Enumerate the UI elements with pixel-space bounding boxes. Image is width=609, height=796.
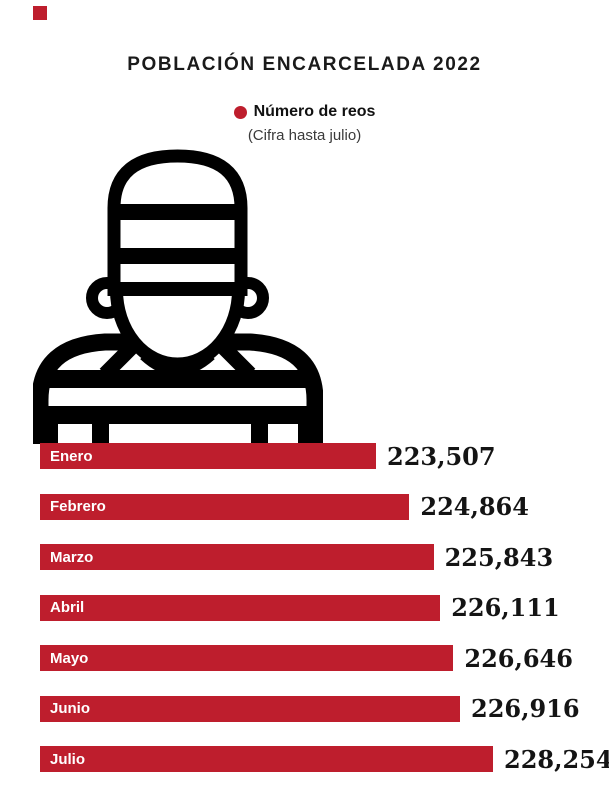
page-title: POBLACIÓN ENCARCELADA 2022 [127,54,482,75]
bar-label: Mayo [50,649,89,667]
bar-label: Enero [50,447,93,465]
hat-outline [107,149,248,296]
bar-value: 228,254 [504,744,609,774]
bar-row-mayo: Mayo 226,646 [40,643,605,673]
bar-enero: Enero [40,443,376,469]
prisoner-icon [33,149,323,444]
chart-legend: Número de reos (Cifra hasta julio) [0,103,609,144]
bar-junio: Junio [40,695,460,722]
legend-row: Número de reos [233,103,376,121]
bar-label: Julio [50,750,86,768]
bar-marzo: Marzo [40,544,434,570]
bar-label: Junio [50,700,90,717]
bar-row-febrero: Febrero 224,864 [40,492,605,521]
bar-label: Marzo [50,548,94,566]
legend-note: (Cifra hasta julio) [247,127,362,144]
bar-chart: Enero 223,507 Febrero 224,864 Marzo 225,… [40,441,609,774]
bar-julio: Julio [40,746,493,772]
bar-label: Febrero [50,498,106,515]
hat-stripes [114,204,241,296]
brand-mark-square [33,6,47,20]
bar-row-enero: Enero 223,507 [40,441,605,471]
collar [140,348,215,376]
bar-abril: Abril [40,594,441,621]
legend-label: Número de reos [253,103,376,120]
bar-value: 226,646 [464,643,573,673]
bar-row-julio: Julio 228,254 [40,745,609,774]
bar-row-marzo: Marzo 225,843 [40,542,605,572]
bar-value: 226,916 [471,694,580,723]
bar-febrero: Febrero [40,493,410,520]
shirt-stripes [40,342,315,444]
bar-mayo: Mayo [40,645,454,671]
bar-row-junio: Junio 226,916 [40,694,605,723]
bar-value: 225,843 [444,542,554,572]
bar-value: 223,507 [387,441,496,471]
bar-value: 226,111 [451,593,560,622]
bar-label: Abril [50,599,85,616]
bar-row-abril: Abril 226,111 [40,593,605,622]
legend-dot-icon [233,105,247,119]
bar-value: 224,864 [420,492,529,521]
